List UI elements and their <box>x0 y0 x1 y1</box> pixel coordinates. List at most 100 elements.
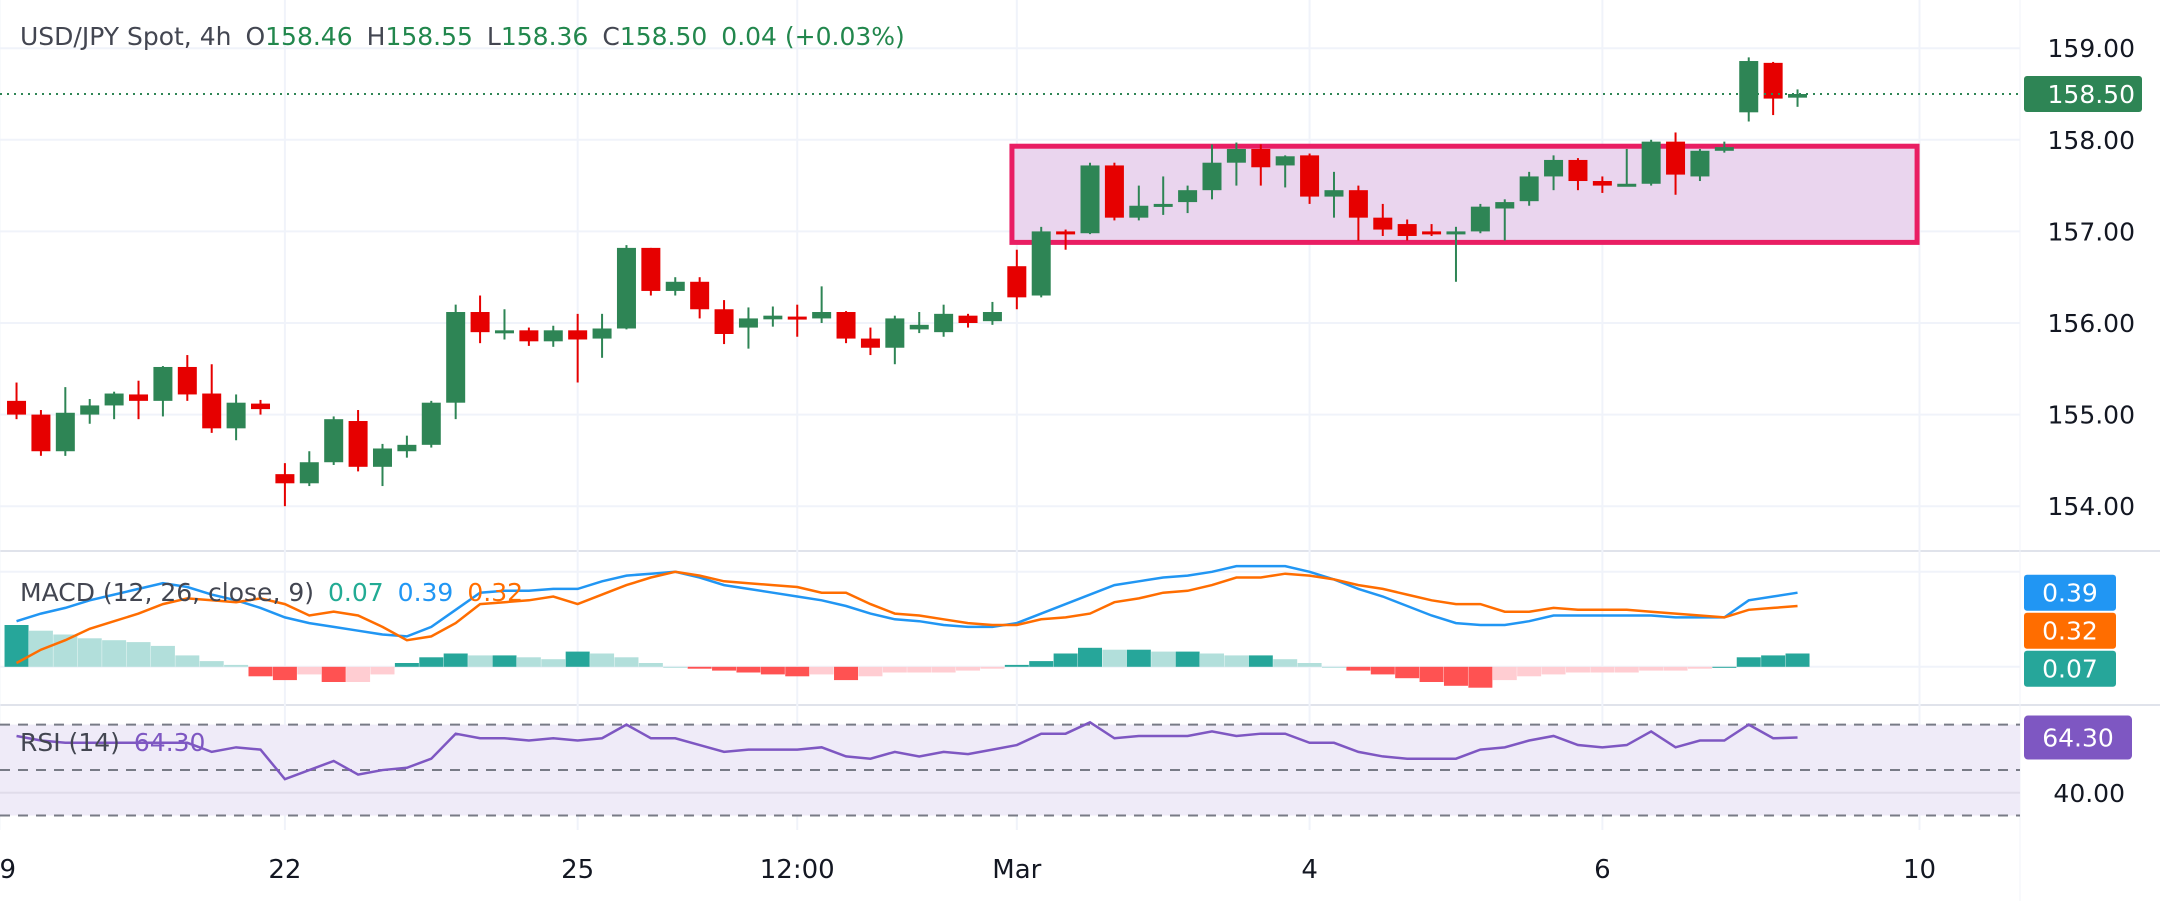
candle-body <box>1153 203 1173 207</box>
candle <box>1714 141 1734 153</box>
candle-body <box>1544 159 1564 177</box>
candle <box>616 245 636 330</box>
macd-histogram-bar <box>638 663 663 667</box>
open-value: 158.46 <box>265 22 353 51</box>
candle-body <box>1251 148 1271 168</box>
candle <box>982 301 1002 325</box>
macd-histogram-bar <box>1614 666 1639 673</box>
candle-body <box>251 403 271 410</box>
price-axis-label: 155.00 <box>2048 401 2135 430</box>
macd-histogram-bar <box>1175 651 1200 667</box>
macd-axis-badge <box>2024 650 2116 687</box>
candle <box>1544 155 1564 191</box>
macd-histogram-bar <box>248 666 273 677</box>
macd-histogram-bar <box>1443 666 1468 686</box>
candle <box>299 451 319 487</box>
time-axis-label: 6 <box>1594 855 1611 885</box>
candle <box>446 304 466 420</box>
candle-body <box>7 400 27 415</box>
candle <box>1397 219 1417 241</box>
candle-body <box>1129 205 1149 218</box>
candle <box>324 416 344 465</box>
symbol-title[interactable]: USD/JPY Spot, 4h <box>20 22 232 51</box>
macd-axis-badge <box>2024 612 2116 649</box>
candle-body <box>1617 183 1637 187</box>
candle-body <box>1031 231 1051 296</box>
candle-body <box>226 402 246 429</box>
candle-body <box>153 366 173 401</box>
macd-histogram-bar <box>346 666 371 682</box>
candle-body <box>1495 202 1515 209</box>
candle <box>1446 226 1466 282</box>
candle <box>787 304 807 337</box>
candle <box>1373 203 1393 236</box>
macd-histogram-bar <box>736 666 761 673</box>
rsi-title[interactable]: RSI (14) <box>20 728 120 757</box>
macd-histogram-bar <box>1297 663 1322 667</box>
macd-histogram-bar <box>1468 666 1493 688</box>
macd-axis-label: 0.07 <box>2042 655 2098 684</box>
macd-histogram-bar <box>760 666 785 675</box>
candle <box>690 277 710 319</box>
candle <box>1495 199 1515 241</box>
macd-histogram-bar <box>809 666 834 675</box>
macd-histogram-bar <box>1590 666 1615 673</box>
macd-histogram-bar <box>272 666 297 681</box>
candle <box>1202 144 1222 200</box>
candle <box>31 410 51 456</box>
candle <box>738 307 758 349</box>
candle <box>1666 132 1686 195</box>
macd-histogram-bar <box>1004 664 1029 667</box>
candle-body <box>738 318 758 328</box>
candle <box>1129 185 1149 221</box>
candle-body <box>934 313 954 333</box>
candle <box>55 387 75 456</box>
candle <box>202 364 222 433</box>
candle-body <box>1714 147 1734 151</box>
candle-body <box>1788 94 1808 98</box>
candle-body <box>1275 156 1295 166</box>
price-axis-label: 158.00 <box>2048 126 2135 155</box>
candle-body <box>641 247 661 291</box>
macd-histogram-bar <box>1370 666 1395 675</box>
macd-histogram-bar <box>224 664 249 667</box>
macd-histogram-bar <box>126 642 151 667</box>
candle-body <box>1178 190 1198 203</box>
macd-histogram-bar <box>1102 649 1127 667</box>
candle-body <box>690 281 710 310</box>
candle-body <box>80 405 100 415</box>
macd-histogram-bar <box>1321 666 1346 668</box>
macd-histogram-bar <box>1565 666 1590 673</box>
candle <box>1348 185 1368 241</box>
rsi-legend: RSI (14) 64.30 <box>20 728 205 757</box>
candle <box>1080 162 1100 235</box>
high-value: 158.55 <box>385 22 473 51</box>
macd-title[interactable]: MACD (12, 26, close, 9) <box>20 578 314 607</box>
candle-body <box>1397 224 1417 236</box>
time-axis-label: 25 <box>561 855 594 885</box>
candle-body <box>1300 155 1320 197</box>
macd-histogram-bar <box>1517 666 1542 677</box>
rsi-axis-label: 40.00 <box>2053 779 2125 808</box>
macd-legend: MACD (12, 26, close, 9) 0.07 0.39 0.32 <box>20 578 523 607</box>
macd-histogram-bar <box>1273 659 1298 667</box>
candle <box>1031 226 1051 298</box>
candle-body <box>1592 181 1612 186</box>
candle <box>1592 176 1612 193</box>
macd-histogram-bar <box>443 653 468 667</box>
candle <box>1275 155 1295 188</box>
candle-body <box>1739 61 1759 113</box>
macd-line <box>16 564 1798 638</box>
open-label: O <box>245 22 266 51</box>
macd-histogram-bar <box>590 653 615 667</box>
macd-histogram-bar <box>199 661 224 667</box>
candle-body <box>543 330 563 342</box>
rsi-axis-value-label: 64.30 <box>2042 724 2114 753</box>
candle <box>1104 162 1124 221</box>
macd-histogram-bar <box>1736 657 1761 667</box>
candle-body <box>836 312 856 339</box>
macd-histogram-bar <box>882 666 907 673</box>
candle <box>1007 249 1027 310</box>
macd-histogram-bar <box>956 666 981 671</box>
